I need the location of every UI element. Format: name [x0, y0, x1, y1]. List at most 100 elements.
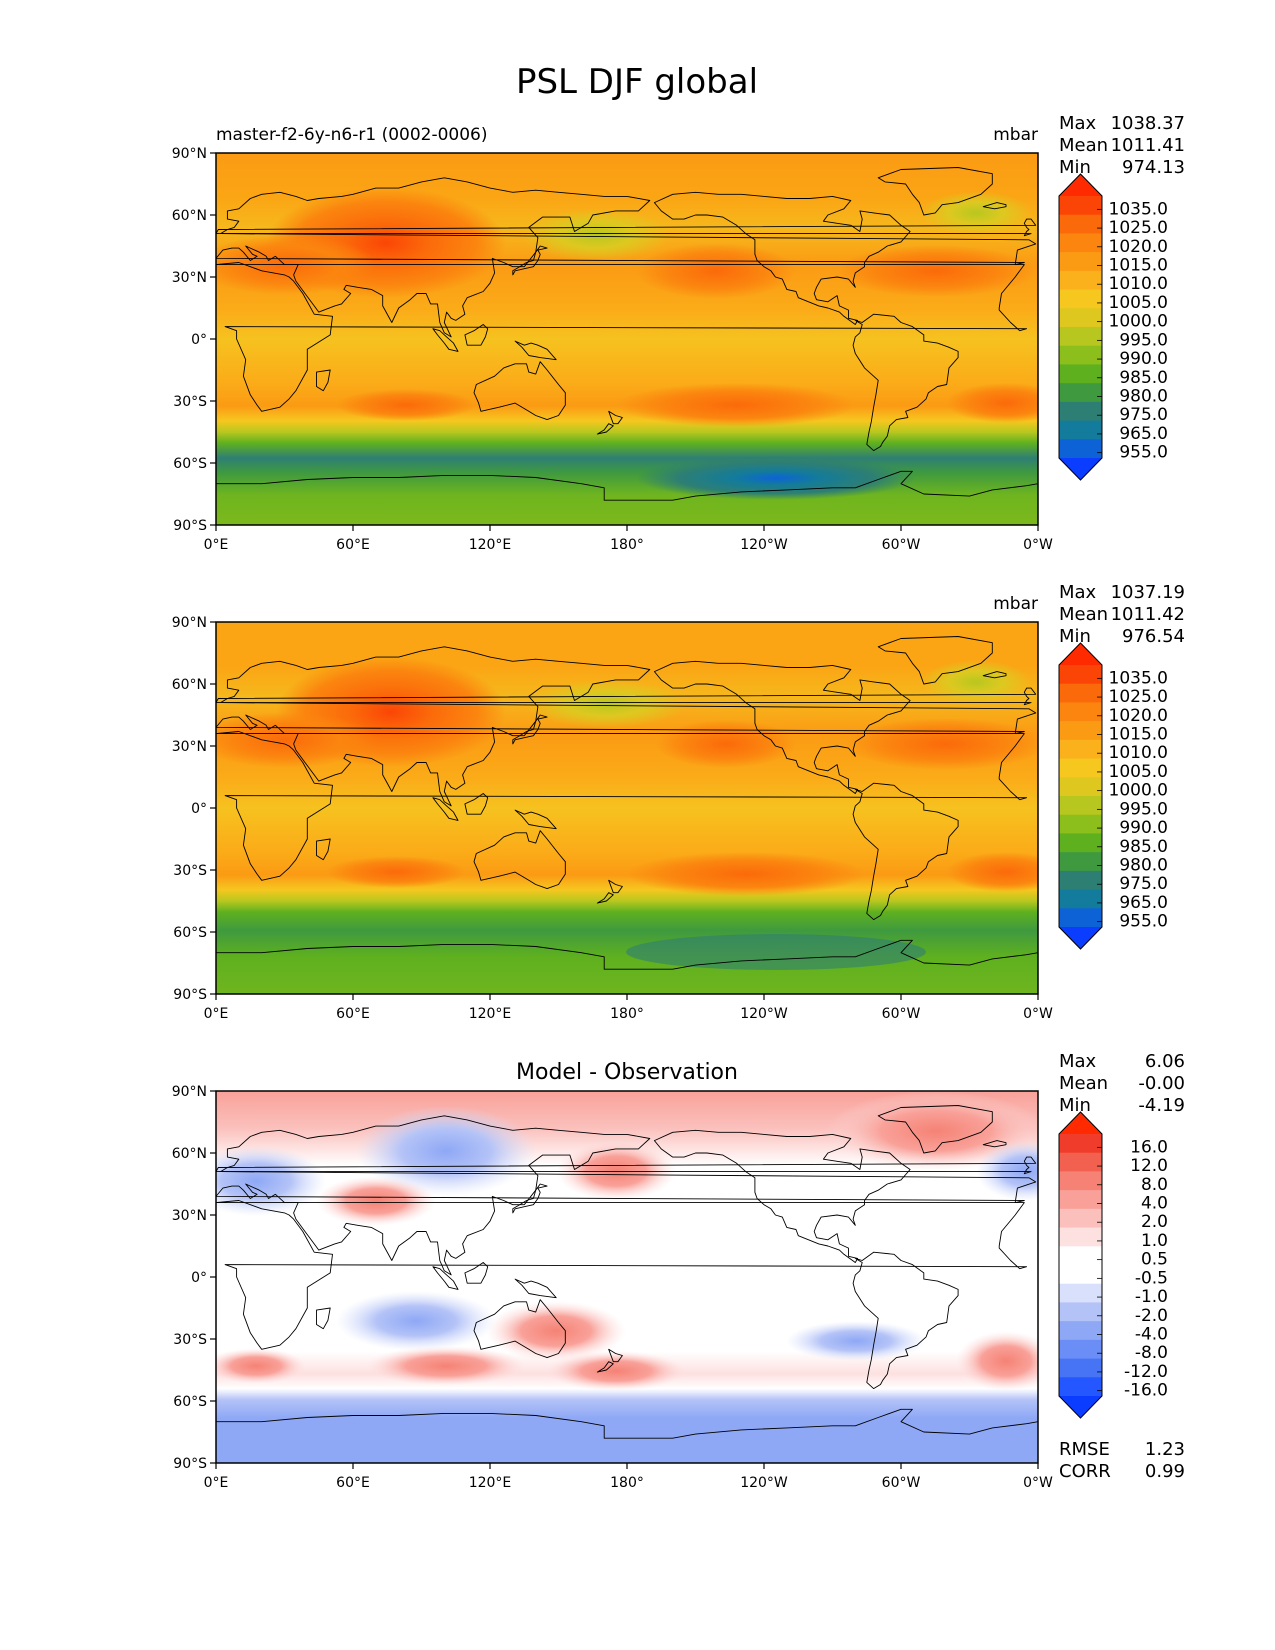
coastline: [982, 1140, 1007, 1148]
colorbar-outline: [1058, 1111, 1103, 1419]
colorbar-label: 1020.0: [1109, 706, 1168, 726]
colorbar-label: 1015.0: [1109, 256, 1168, 276]
colorbar-label: 8.0: [1141, 1175, 1168, 1195]
colorbar: 1035.01025.01020.01015.01010.01005.01000…: [1058, 173, 1168, 481]
stat-label: Max: [1059, 113, 1097, 134]
colorbar-segment: [1059, 702, 1102, 722]
coastline: [596, 423, 614, 435]
lat-tick-label: 0°: [191, 801, 207, 817]
stat-label: Mean: [1059, 135, 1108, 156]
coastline: [216, 731, 1028, 881]
coastline: [473, 1299, 566, 1359]
stat-label: Max: [1059, 582, 1097, 603]
colorbar-segment: [1059, 1208, 1102, 1229]
lon-tick-label: 60°W: [882, 537, 921, 553]
lat-tick-label: 30°N: [172, 1208, 207, 1224]
coastline: [464, 324, 489, 346]
panel-units: mbar: [993, 594, 1038, 614]
colorbar-segment: [1059, 870, 1102, 891]
colorbar-label: 1010.0: [1109, 274, 1168, 294]
lat-tick-label: 60°S: [173, 456, 207, 472]
colorbar-segment: [1059, 1246, 1102, 1266]
lon-tick-label: 120°E: [469, 1006, 512, 1022]
colorbar-segment: [1059, 308, 1102, 328]
coastline: [216, 1200, 1028, 1350]
lat-tick-label: 0°: [191, 332, 207, 348]
stat-label: Min: [1059, 1095, 1091, 1116]
coastlines: [216, 636, 1038, 994]
colorbar-label: 1025.0: [1109, 218, 1168, 238]
lon-tick-label: 180°: [610, 1475, 644, 1491]
coastline: [514, 340, 557, 361]
colorbar-label: 985.0: [1119, 368, 1168, 388]
colorbar-segment: [1059, 852, 1102, 872]
panel-difference: 90°N 60°N 30°N 0° 30°S 60°S 90°S 0°E 60°E 120°E 18…: [172, 1060, 1053, 1491]
colorbar-label: 2.0: [1141, 1212, 1168, 1232]
colorbar-label: -12.0: [1124, 1362, 1168, 1382]
colorbar-segment: [1059, 1227, 1102, 1247]
colorbar-segment: [1059, 214, 1102, 234]
colorbar-label: 985.0: [1119, 837, 1168, 857]
lon-tick-label: 60°E: [336, 537, 370, 553]
lat-tick-label: 30°S: [173, 1332, 207, 1348]
lon-tick-label: 0°E: [204, 1006, 229, 1022]
colorbar-extend-bottom: [1059, 1396, 1102, 1418]
colorbar-segment: [1059, 1339, 1102, 1360]
colorbar-label: 975.0: [1119, 405, 1168, 425]
lat-tick-label: 90°N: [172, 146, 207, 162]
coastline: [653, 191, 911, 325]
lon-tick-label: 120°W: [740, 1006, 788, 1022]
coastline: [432, 328, 459, 352]
coastline: [316, 1307, 331, 1330]
stat-value: 1038.37: [1111, 113, 1185, 134]
colorbar-segment: [1059, 1171, 1102, 1191]
lon-tick-label: 0°E: [204, 1475, 229, 1491]
lon-tick-label: 120°W: [740, 1475, 788, 1491]
lat-tick-label: 90°N: [172, 615, 207, 631]
colorbar-segment: [1059, 1377, 1102, 1397]
lon-tick-label: 60°E: [336, 1475, 370, 1491]
lon-tick-label: 0°W: [1023, 1475, 1053, 1491]
lat-tick-label: 30°N: [172, 739, 207, 755]
metric-label: RMSE: [1059, 1439, 1110, 1460]
coastline: [982, 202, 1007, 210]
colorbar-label: -0.5: [1135, 1268, 1168, 1288]
colorbar-label: 975.0: [1119, 874, 1168, 894]
lon-tick-label: 60°W: [882, 1475, 921, 1491]
panel-center-title: Model - Observation: [516, 1060, 738, 1085]
colorbar-label: -1.0: [1135, 1287, 1168, 1307]
colorbar-label: 1010.0: [1109, 743, 1168, 763]
colorbar-label: 1020.0: [1109, 237, 1168, 257]
colorbar-extend-top: [1059, 643, 1102, 665]
colorbar-segment: [1059, 758, 1102, 778]
colorbar-label: 1015.0: [1109, 725, 1168, 745]
lat-tick-label: 90°N: [172, 1084, 207, 1100]
colorbar-label: 980.0: [1119, 856, 1168, 876]
lat-tick-label: 0°: [191, 1270, 207, 1286]
coastline: [982, 671, 1007, 679]
colorbar-label: 1000.0: [1109, 781, 1168, 801]
metric-value: 0.99: [1145, 1461, 1185, 1482]
stat-value: 1011.42: [1111, 604, 1185, 625]
stat-label: Mean: [1059, 604, 1108, 625]
colorbar-label: 990.0: [1119, 349, 1168, 369]
lat-tick-label: 30°S: [173, 863, 207, 879]
colorbar-segment: [1059, 683, 1102, 703]
stat-label: Min: [1059, 626, 1091, 647]
colorbar-segment: [1059, 196, 1102, 216]
colorbar-segment: [1059, 1152, 1102, 1172]
coastline: [216, 1156, 1037, 1175]
stat-label: Min: [1059, 157, 1091, 178]
panel-observation: 90°N 60°N 30°N 0° 30°S 60°S 90°S 0°E 60°E 120°E 18…: [172, 594, 1053, 1022]
coastline: [877, 1105, 993, 1154]
coastline: [512, 245, 548, 276]
colorbar-label: 980.0: [1119, 387, 1168, 407]
colorbar-segment: [1059, 908, 1102, 928]
colorbar-segment: [1059, 1302, 1102, 1322]
colorbar-segment: [1059, 327, 1102, 347]
colorbar-extend-bottom: [1059, 927, 1102, 949]
stat-value: 976.54: [1122, 626, 1185, 647]
colorbar-outline: [1058, 173, 1103, 481]
